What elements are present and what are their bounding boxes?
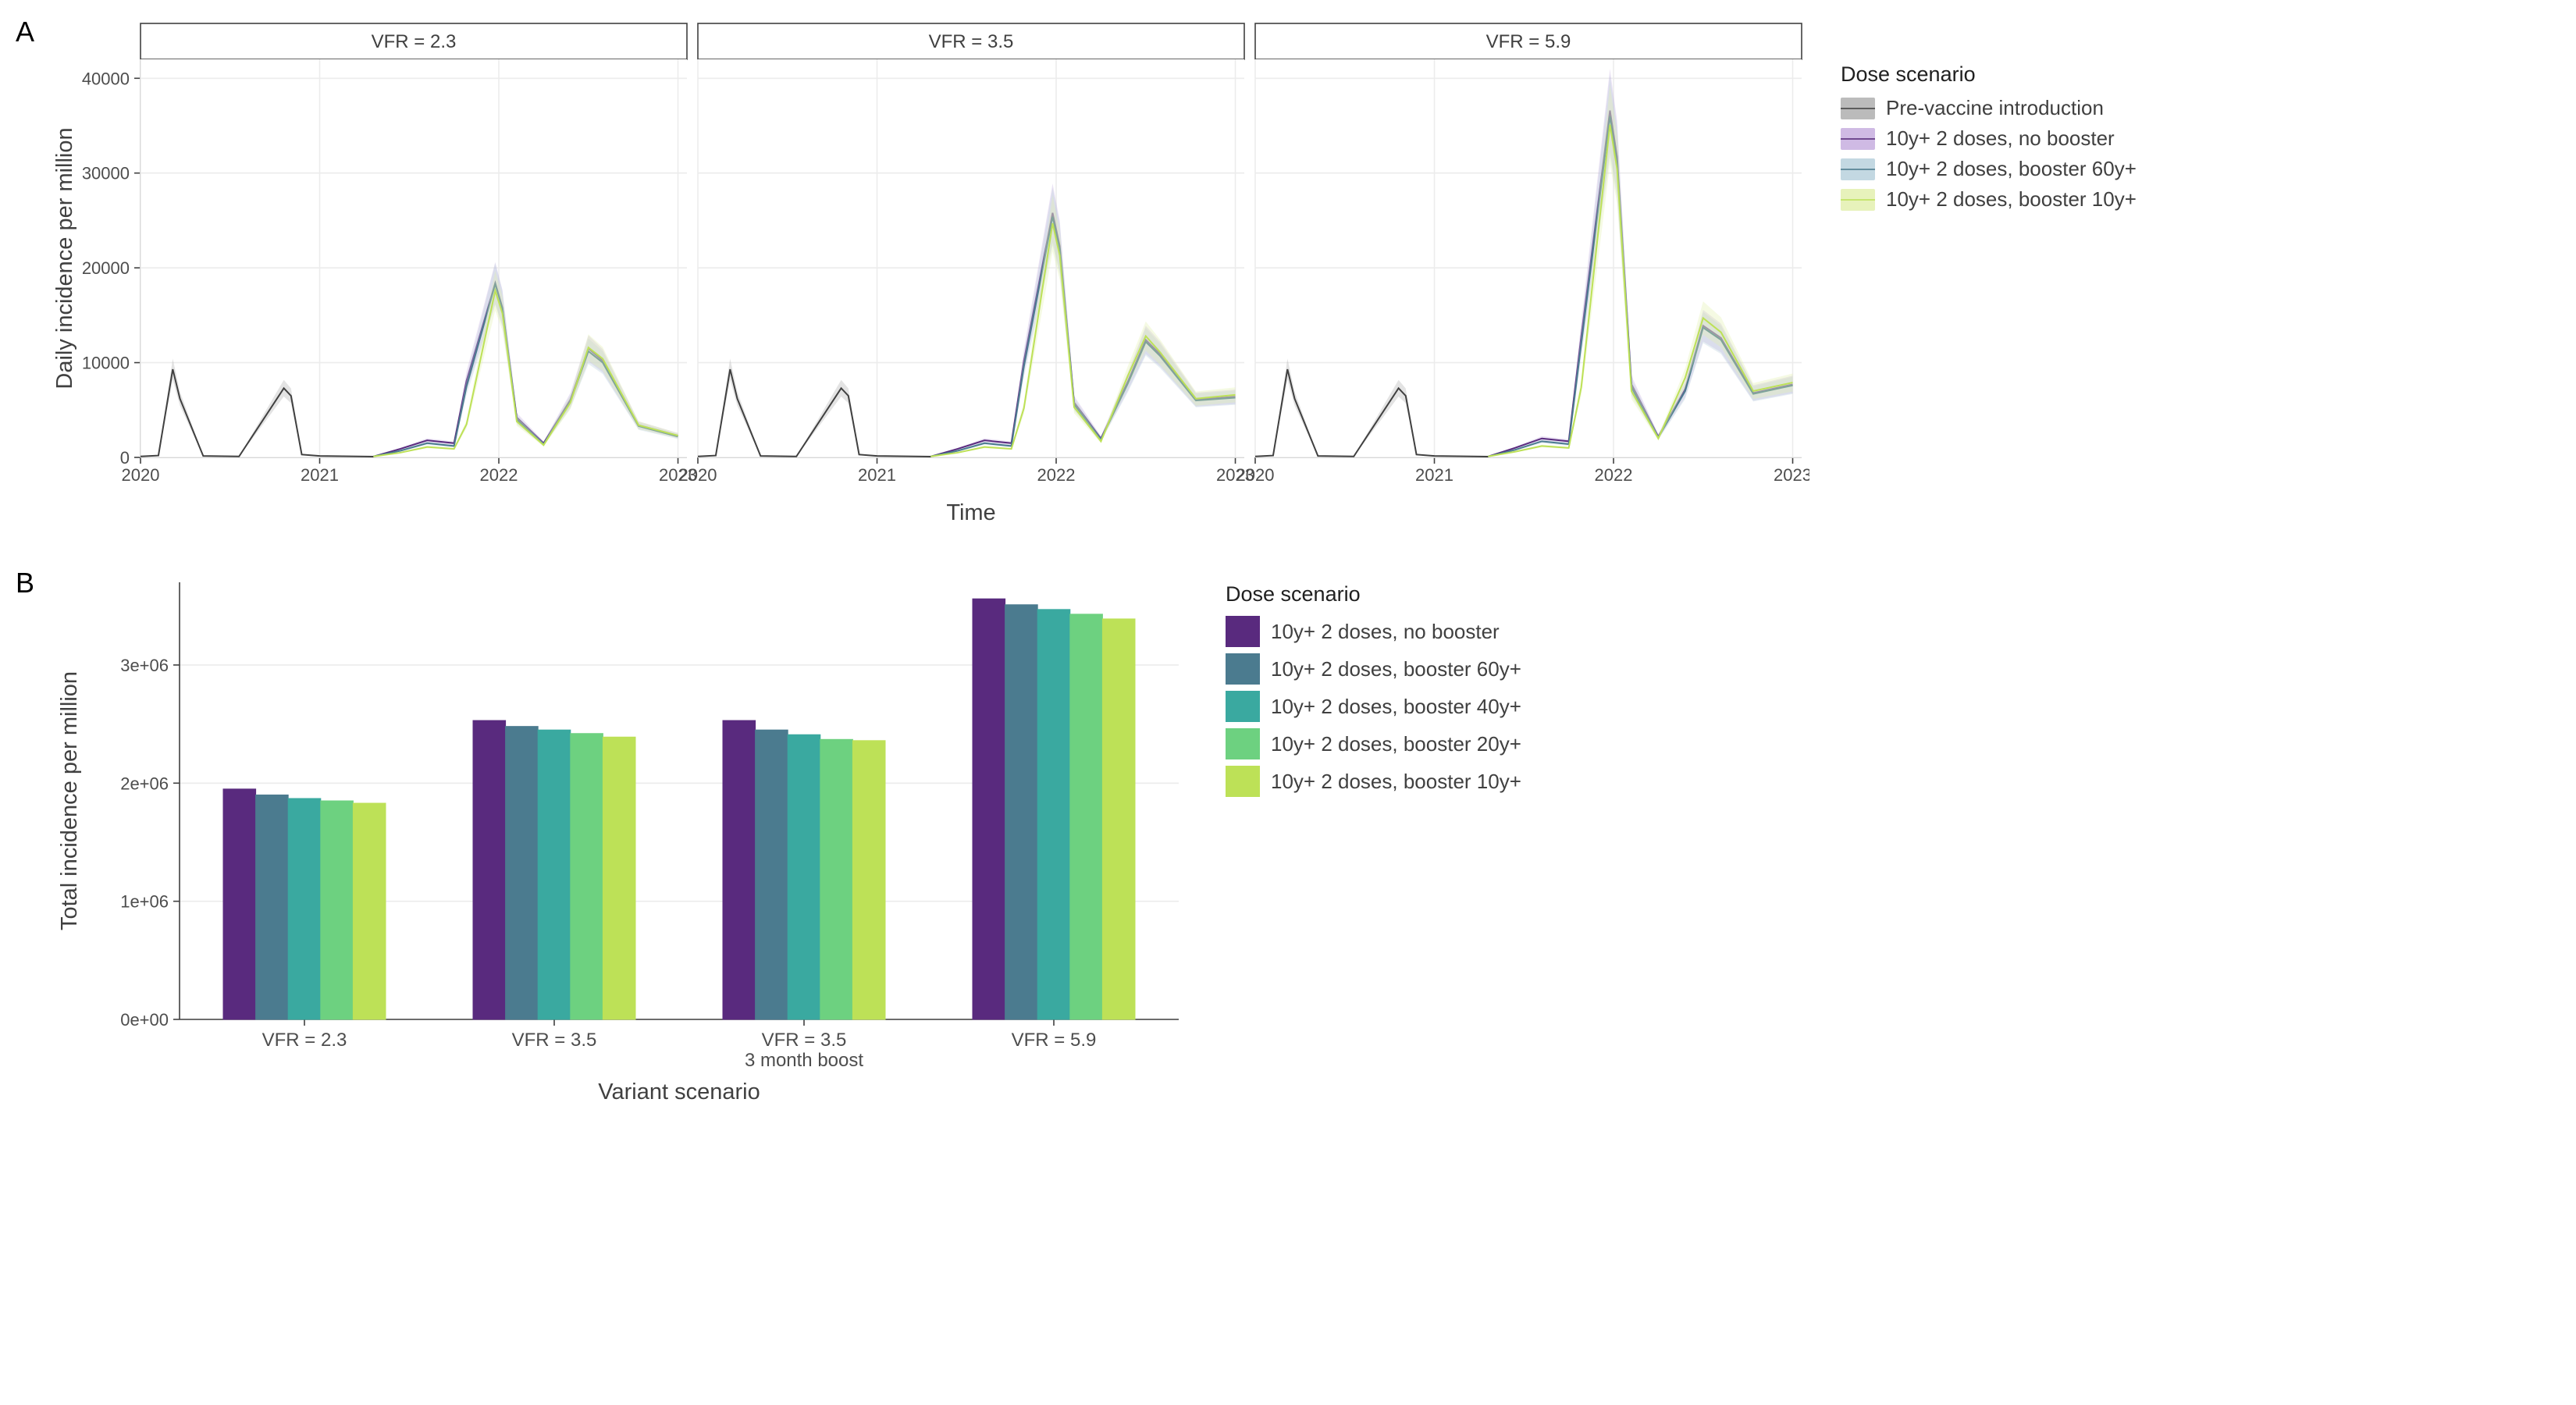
svg-text:VFR = 3.5: VFR = 3.5 [929,31,1014,52]
legend-item: 10y+ 2 doses, booster 10y+ [1841,187,2184,212]
legend-swatch [1226,728,1260,759]
legend-label: 10y+ 2 doses, booster 40y+ [1271,695,1521,719]
svg-text:40000: 40000 [82,69,130,88]
svg-text:20000: 20000 [82,258,130,278]
svg-text:3 month boost: 3 month boost [745,1050,863,1071]
svg-text:1e+06: 1e+06 [120,892,169,912]
legend-b: Dose scenario 10y+ 2 doses, no booster 10… [1226,582,1569,797]
legend-a: Dose scenario Pre-vaccine introduction 10… [1841,62,2184,212]
legend-label: 10y+ 2 doses, booster 60y+ [1271,657,1521,681]
legend-item: 10y+ 2 doses, booster 10y+ [1226,766,1569,797]
svg-text:2020: 2020 [122,465,160,485]
svg-text:Daily incidence per million: Daily incidence per million [52,127,77,389]
legend-label: 10y+ 2 doses, no booster [1271,620,1500,644]
legend-label: Pre-vaccine introduction [1886,96,2104,120]
svg-text:0e+00: 0e+00 [120,1010,169,1030]
legend-label: 10y+ 2 doses, booster 60y+ [1886,157,2137,181]
legend-label: 10y+ 2 doses, booster 10y+ [1886,187,2137,212]
legend-item: Pre-vaccine introduction [1841,96,2184,120]
legend-label: 10y+ 2 doses, booster 10y+ [1271,770,1521,794]
legend-item: 10y+ 2 doses, no booster [1841,126,2184,151]
svg-text:VFR = 5.9: VFR = 5.9 [1486,31,1571,52]
legend-item: 10y+ 2 doses, booster 60y+ [1226,653,1569,685]
legend-item: 10y+ 2 doses, booster 60y+ [1841,157,2184,181]
svg-text:2023: 2023 [1774,465,1809,485]
figure-container: A 01000020000300004000020202021202220232… [16,16,2560,1113]
svg-text:2022: 2022 [480,465,518,485]
panel-b-plot-wrapper: B 0e+00 1e+06 2e+06 3e+06 Total incidence pe… [16,567,1194,1113]
svg-text:VFR = 5.9: VFR = 5.9 [1012,1030,1097,1051]
panel-a-plot-wrapper: A 01000020000300004000020202021202220232… [16,16,1809,535]
svg-text:VFR = 2.3: VFR = 2.3 [262,1030,347,1051]
svg-text:VFR = 3.5: VFR = 3.5 [762,1030,847,1051]
panel-b-row: B 0e+00 1e+06 2e+06 3e+06 Total incidence pe… [16,567,2560,1113]
legend-swatch [1226,766,1260,797]
svg-text:2021: 2021 [301,465,339,485]
svg-text:30000: 30000 [82,164,130,183]
svg-text:2021: 2021 [1415,465,1453,485]
svg-text:2020: 2020 [1236,465,1275,485]
svg-text:2e+06: 2e+06 [120,774,169,793]
legend-swatch [1841,189,1875,211]
panel-a-row: A 01000020000300004000020202021202220232… [16,16,2560,535]
legend-b-title: Dose scenario [1226,582,1569,606]
svg-text:3e+06: 3e+06 [120,656,169,675]
legend-swatch [1841,158,1875,180]
legend-label: 10y+ 2 doses, no booster [1886,126,2115,151]
panel-a-svg: 0100002000030000400002020202120222023202… [47,16,1809,535]
legend-swatch [1226,653,1260,685]
svg-text:VFR = 2.3: VFR = 2.3 [372,31,457,52]
legend-item: 10y+ 2 doses, booster 40y+ [1226,691,1569,722]
panel-a-label: A [16,16,39,535]
svg-text:VFR = 3.5: VFR = 3.5 [512,1030,597,1051]
legend-a-title: Dose scenario [1841,62,2184,87]
panel-b-label: B [16,567,39,1113]
svg-text:10000: 10000 [82,354,130,373]
svg-text:2021: 2021 [858,465,896,485]
legend-label: 10y+ 2 doses, booster 20y+ [1271,732,1521,756]
svg-text:Total incidence per million: Total incidence per million [57,671,82,930]
svg-text:2022: 2022 [1595,465,1633,485]
svg-text:Variant scenario: Variant scenario [598,1080,760,1104]
svg-text:Time: Time [946,500,995,525]
legend-swatch [1841,128,1875,150]
legend-swatch [1226,691,1260,722]
panel-b-svg: 0e+00 1e+06 2e+06 3e+06 Total incidence per … [47,567,1194,1113]
legend-item: 10y+ 2 doses, no booster [1226,616,1569,647]
svg-text:2020: 2020 [679,465,717,485]
svg-text:2022: 2022 [1037,465,1076,485]
legend-item: 10y+ 2 doses, booster 20y+ [1226,728,1569,759]
legend-swatch [1226,616,1260,647]
legend-swatch [1841,98,1875,119]
